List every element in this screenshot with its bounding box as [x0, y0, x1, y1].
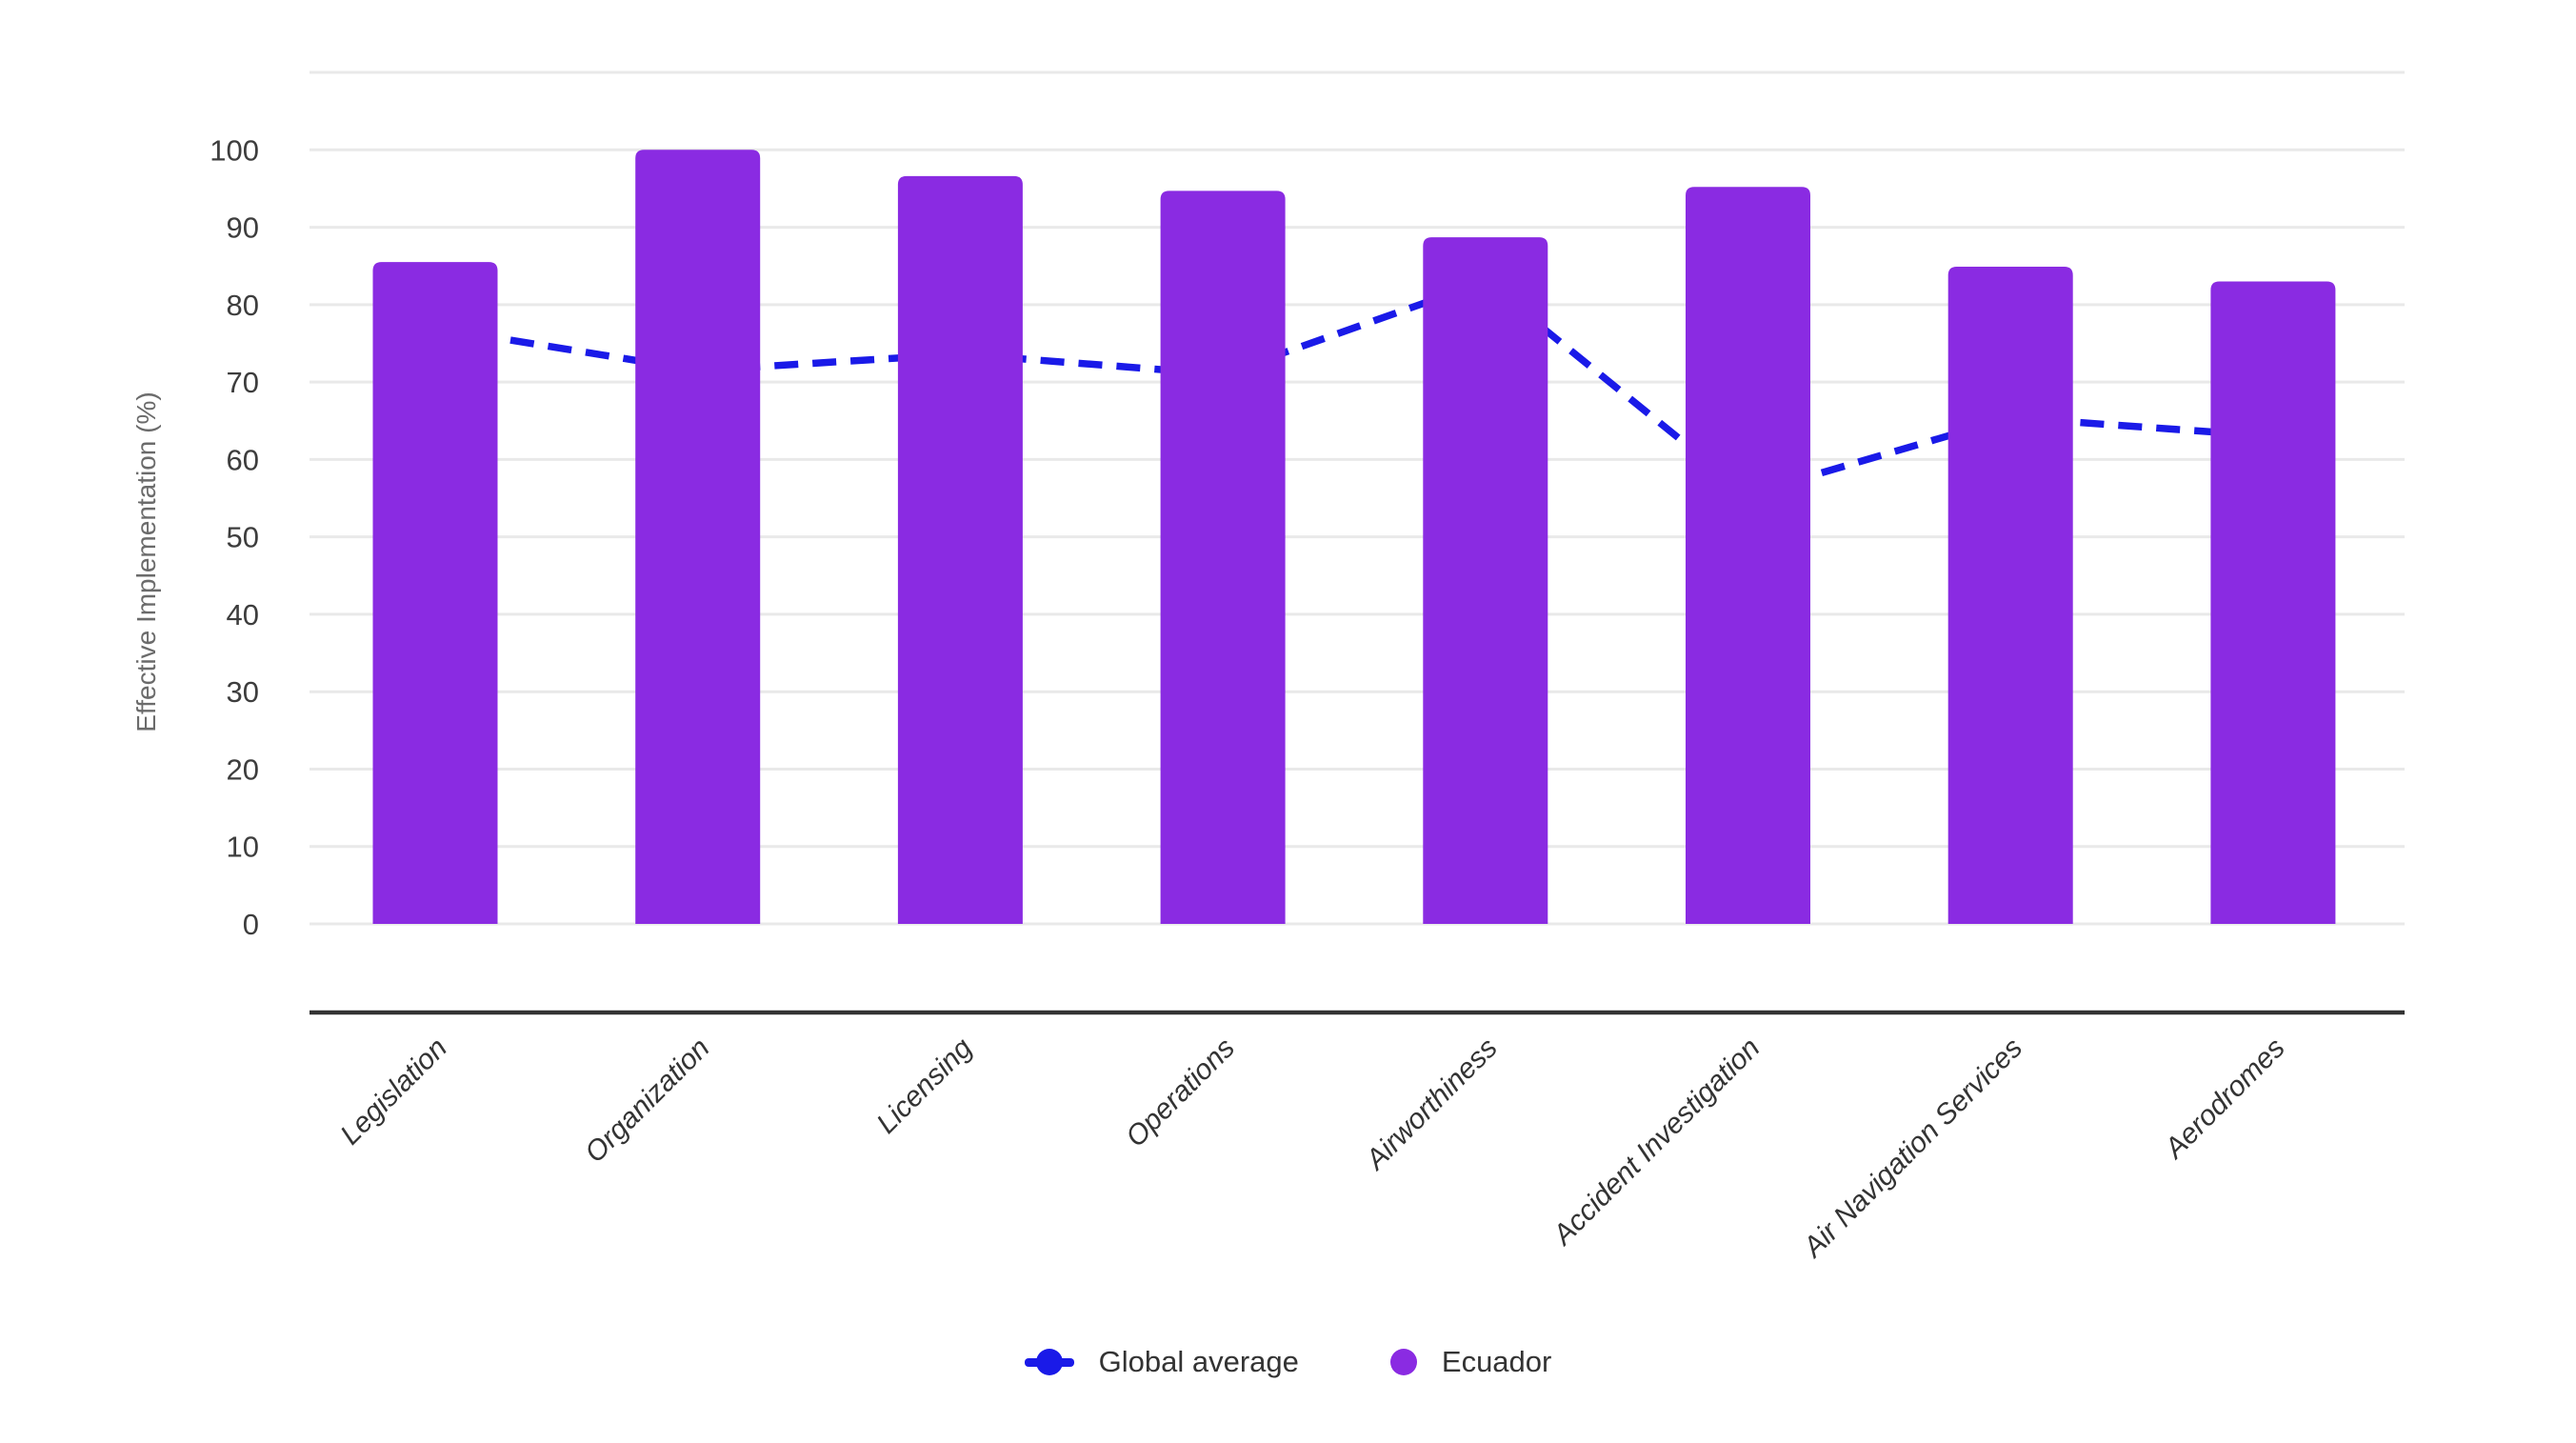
x-label-airworthiness: Airworthiness	[1359, 1032, 1504, 1177]
legend-item-ecuador[interactable]: Ecuador	[1389, 1345, 1552, 1379]
bar-aerodromes	[2210, 281, 2336, 925]
x-label-air-navigation-services: Air Navigation Services	[1796, 1032, 2028, 1265]
y-axis-title: Effective Implementation (%)	[131, 391, 161, 732]
bar-legislation	[372, 262, 498, 925]
x-label-operations: Operations	[1120, 1032, 1241, 1153]
y-tick-label-0: 0	[243, 908, 259, 941]
y-tick-label-50: 50	[227, 521, 259, 554]
y-tick-label-100: 100	[210, 133, 259, 167]
chart-legend: Global average Ecuador	[0, 1345, 2576, 1379]
x-label-organization: Organization	[579, 1032, 716, 1170]
bar-accident-investigation	[1686, 187, 1810, 925]
bar-airworthiness	[1423, 237, 1548, 924]
ecuador-dot-icon	[1389, 1349, 1417, 1375]
global-average-line-marker	[1024, 1349, 1074, 1375]
legend-label-global-average: Global average	[1098, 1345, 1299, 1378]
legend-item-global-average[interactable]: Global average	[1024, 1345, 1299, 1379]
y-tick-label-20: 20	[227, 752, 259, 786]
y-tick-label-70: 70	[227, 366, 259, 399]
y-tick-label-90: 90	[227, 211, 259, 245]
y-tick-label-30: 30	[227, 675, 259, 709]
y-tick-label-60: 60	[227, 443, 259, 476]
bar-licensing	[897, 175, 1023, 925]
x-label-accident-investigation: Accident Investigation	[1546, 1032, 1766, 1253]
legend-label-ecuador: Ecuador	[1441, 1345, 1552, 1378]
bar-organization	[635, 150, 761, 925]
y-tick-label-80: 80	[227, 289, 259, 322]
bar-operations	[1160, 190, 1286, 924]
x-label-legislation: Legislation	[334, 1032, 453, 1152]
x-label-licensing: Licensing	[870, 1032, 978, 1139]
x-label-aerodromes: Aerodromes	[2158, 1032, 2291, 1166]
bar-air-navigation-services	[1947, 267, 2073, 924]
y-tick-label-40: 40	[227, 598, 259, 631]
y-tick-label-10: 10	[227, 831, 259, 864]
global-average-point-icon	[1035, 1349, 1063, 1375]
